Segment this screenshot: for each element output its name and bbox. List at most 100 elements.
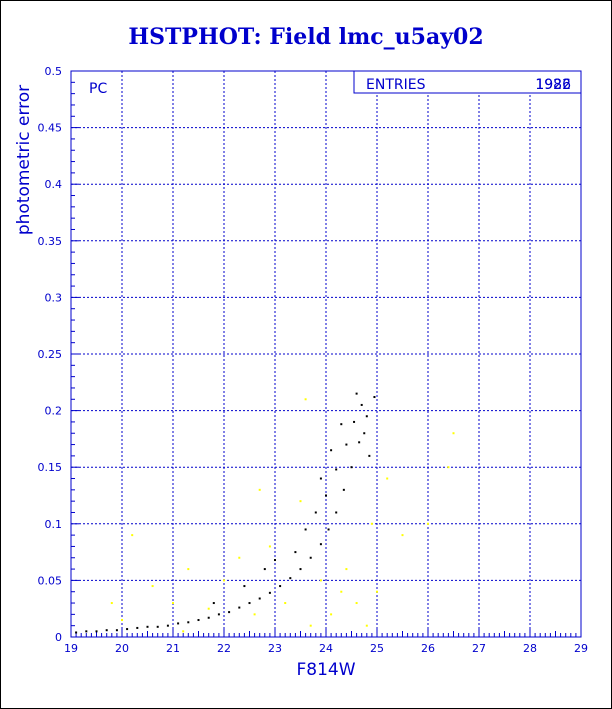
grid-lines xyxy=(71,71,581,637)
black-point xyxy=(187,621,190,624)
black-point xyxy=(368,454,371,457)
black-point xyxy=(299,568,302,571)
x-tick-label: 20 xyxy=(115,642,129,655)
black-point xyxy=(342,488,345,491)
y-tick-label: 0.35 xyxy=(38,235,63,248)
yellow-point xyxy=(284,602,287,605)
yellow-point xyxy=(330,613,333,616)
yellow-point xyxy=(110,602,113,605)
stats-entries-label: ENTRIES xyxy=(366,77,426,93)
x-tick-label: 23 xyxy=(268,642,282,655)
y-tick-label: 0.05 xyxy=(38,574,63,587)
black-point xyxy=(327,528,330,531)
yellow-point xyxy=(299,500,302,503)
y-tick-label: 0.4 xyxy=(45,178,63,191)
yellow-point xyxy=(238,556,241,559)
black-point xyxy=(274,559,276,562)
yellow-point xyxy=(370,522,373,525)
stats-box: ENTRIES 1922 1986 xyxy=(353,70,582,94)
black-point xyxy=(95,630,98,633)
yellow-point xyxy=(452,432,455,435)
black-point xyxy=(268,591,271,594)
yellow-point xyxy=(151,585,154,588)
yellow-point xyxy=(131,534,134,537)
black-point xyxy=(340,423,343,426)
black-point xyxy=(156,625,159,628)
black-point xyxy=(319,477,322,480)
black-point xyxy=(319,543,322,546)
x-tick-label: 26 xyxy=(421,642,435,655)
x-tick-label: 22 xyxy=(217,642,231,655)
black-point xyxy=(353,420,356,423)
black-points xyxy=(75,392,376,634)
black-point xyxy=(279,585,282,588)
black-point xyxy=(238,606,241,609)
black-point xyxy=(309,556,312,559)
black-point xyxy=(243,585,246,588)
yellow-point xyxy=(319,579,322,582)
black-point xyxy=(166,624,169,627)
black-point xyxy=(345,443,348,446)
black-point xyxy=(136,626,139,629)
black-point xyxy=(355,392,358,395)
black-point xyxy=(363,432,366,435)
black-point xyxy=(212,602,215,605)
black-point xyxy=(304,528,307,531)
y-tick-label: 0.45 xyxy=(38,122,63,135)
yellow-point xyxy=(223,579,225,582)
black-point xyxy=(335,468,338,471)
black-point xyxy=(217,613,220,616)
y-tick-label: 0.5 xyxy=(45,65,63,78)
stats-box-frame xyxy=(353,70,582,94)
x-tick-label: 28 xyxy=(523,642,537,655)
black-point xyxy=(294,551,297,554)
black-point xyxy=(75,631,78,634)
y-tick-label: 0.2 xyxy=(45,405,63,418)
yellow-points xyxy=(110,398,455,633)
y-tick-label: 0.25 xyxy=(38,348,63,361)
x-tick-label: 21 xyxy=(166,642,180,655)
yellow-point xyxy=(386,477,389,480)
black-point xyxy=(325,494,327,497)
black-point xyxy=(365,415,368,418)
stats-entries-value-overlap: 1986 xyxy=(535,77,571,93)
axis-ticks xyxy=(70,70,582,638)
black-point xyxy=(289,577,292,580)
x-tick-label: 27 xyxy=(472,642,486,655)
x-tick-labels: 19 20 21 22 23 24 25 26 27 28 29 xyxy=(64,642,588,655)
x-tick-label: 19 xyxy=(64,642,78,655)
y-axis-title: photometric error xyxy=(14,85,34,235)
yellow-point xyxy=(268,545,271,548)
x-axis-title: F814W xyxy=(296,660,355,680)
black-point xyxy=(115,629,118,632)
y-tick-label: 0.1 xyxy=(45,518,63,531)
black-point xyxy=(126,628,129,631)
black-point xyxy=(177,622,180,625)
black-point xyxy=(350,466,353,469)
black-point xyxy=(228,611,231,614)
black-point xyxy=(360,403,363,406)
x-tick-label: 24 xyxy=(319,642,333,655)
black-point xyxy=(330,449,333,452)
yellow-point xyxy=(258,488,261,491)
black-point xyxy=(207,616,210,619)
black-point xyxy=(258,597,261,600)
yellow-point xyxy=(207,607,210,610)
yellow-point xyxy=(172,602,174,605)
yellow-point xyxy=(309,624,312,627)
black-point xyxy=(146,625,149,628)
yellow-point xyxy=(345,568,348,571)
black-point xyxy=(314,511,317,514)
yellow-point xyxy=(304,398,307,401)
black-point xyxy=(335,511,338,514)
stats-entries-value: 1922 xyxy=(535,77,571,93)
yellow-point xyxy=(365,624,368,627)
y-tick-label: 0 xyxy=(55,631,62,644)
yellow-point xyxy=(355,602,358,605)
black-point xyxy=(85,630,88,633)
yellow-point xyxy=(376,590,378,593)
black-point xyxy=(248,602,251,605)
panel-label: PC xyxy=(89,81,107,97)
y-tick-labels: 0 0.05 0.1 0.15 0.2 0.25 0.3 0.35 0.4 0.45 0.5 xyxy=(38,65,63,644)
